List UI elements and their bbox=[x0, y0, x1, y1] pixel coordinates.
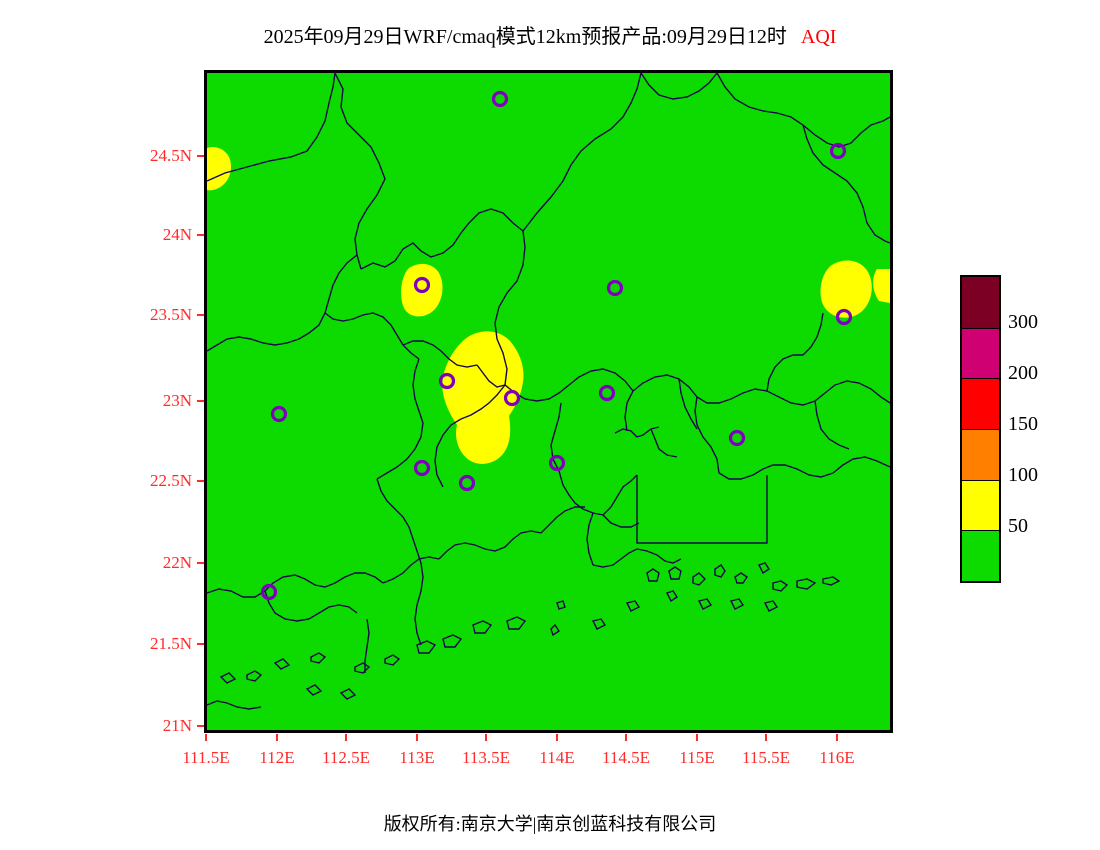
title-main: 2025年09月29日WRF/cmaq模式12km预报产品:09月29日12时 bbox=[263, 26, 787, 48]
copyright-footer: 版权所有:南京大学|南京创蓝科技有限公司 bbox=[383, 814, 717, 834]
x-tick-label: 115.5E bbox=[741, 748, 790, 767]
y-tick-mark bbox=[197, 562, 204, 564]
station-marker[interactable] bbox=[413, 459, 431, 477]
forecast-map-panel[interactable] bbox=[204, 70, 893, 733]
x-tick-label: 111.5E bbox=[182, 748, 230, 767]
map-canvas[interactable] bbox=[207, 73, 890, 730]
colorbar-label: 100 bbox=[1008, 464, 1038, 486]
x-tick-label: 113.5E bbox=[461, 748, 510, 767]
colorbar-band-hazardous bbox=[962, 277, 999, 328]
x-tick-label: 112.5E bbox=[321, 748, 370, 767]
x-tick-mark bbox=[836, 734, 838, 741]
y-tick-label: 21.5N bbox=[149, 634, 192, 653]
page-title: 2025年09月29日WRF/cmaq模式12km预报产品:09月29日12时 A… bbox=[0, 20, 1100, 49]
station-marker[interactable] bbox=[438, 372, 456, 390]
blob-west-edge bbox=[207, 147, 231, 191]
y-tick-mark bbox=[197, 480, 204, 482]
blob-northeast bbox=[820, 260, 872, 318]
x-tick-mark bbox=[696, 734, 698, 741]
station-marker[interactable] bbox=[598, 384, 616, 402]
y-tick-mark bbox=[197, 314, 204, 316]
colorbar-band-good bbox=[962, 530, 999, 581]
y-tick-label: 21N bbox=[162, 716, 192, 735]
x-tick-mark bbox=[205, 734, 207, 741]
aqi-field-moderate bbox=[207, 147, 890, 464]
x-tick-label: 112E bbox=[259, 748, 295, 767]
x-tick-mark bbox=[485, 734, 487, 741]
x-tick-label: 116E bbox=[819, 748, 855, 767]
y-tick-label: 23.5N bbox=[149, 305, 192, 324]
aqi-field-good bbox=[207, 73, 890, 730]
station-marker[interactable] bbox=[728, 429, 746, 447]
y-tick-label: 24.5N bbox=[149, 146, 192, 165]
station-marker[interactable] bbox=[260, 583, 278, 601]
x-tick-mark bbox=[345, 734, 347, 741]
x-tick-mark bbox=[556, 734, 558, 741]
x-tick-label: 113E bbox=[399, 748, 435, 767]
y-tick-mark bbox=[197, 643, 204, 645]
station-marker[interactable] bbox=[491, 90, 509, 108]
colorbar-label: 200 bbox=[1008, 362, 1038, 384]
y-tick-label: 23N bbox=[162, 391, 192, 410]
y-tick-label: 22N bbox=[162, 553, 192, 572]
title-variable: AQI bbox=[800, 26, 837, 48]
y-tick-label: 24N bbox=[162, 225, 192, 244]
y-tick-mark bbox=[197, 234, 204, 236]
station-marker[interactable] bbox=[606, 279, 624, 297]
y-tick-mark bbox=[197, 155, 204, 157]
blob-guangzhou-plume bbox=[442, 331, 524, 464]
x-tick-label: 114.5E bbox=[601, 748, 650, 767]
station-marker[interactable] bbox=[548, 454, 566, 472]
x-tick-mark bbox=[276, 734, 278, 741]
y-tick-label: 22.5N bbox=[149, 471, 192, 490]
y-tick-mark bbox=[197, 725, 204, 727]
y-tick-mark bbox=[197, 400, 204, 402]
colorbar-label: 150 bbox=[1008, 413, 1038, 435]
x-tick-mark bbox=[765, 734, 767, 741]
station-markers[interactable] bbox=[260, 90, 853, 601]
aqi-colorbar[interactable] bbox=[960, 275, 1001, 583]
x-tick-label: 114E bbox=[539, 748, 575, 767]
station-marker[interactable] bbox=[270, 405, 288, 423]
station-marker[interactable] bbox=[829, 142, 847, 160]
x-tick-mark bbox=[625, 734, 627, 741]
station-marker[interactable] bbox=[413, 276, 431, 294]
colorbar-band-very-unhealthy bbox=[962, 327, 999, 379]
colorbar-label: 300 bbox=[1008, 311, 1038, 333]
colorbar-band-unhealthy bbox=[962, 378, 999, 429]
colorbar-band-unhealthy-sensitive bbox=[962, 428, 999, 480]
colorbar-label: 50 bbox=[1008, 515, 1028, 537]
administrative-boundaries bbox=[207, 73, 890, 710]
station-marker[interactable] bbox=[835, 308, 853, 326]
blob-east-edge bbox=[873, 269, 890, 303]
station-marker-highlighted[interactable] bbox=[503, 389, 521, 407]
station-marker[interactable] bbox=[458, 474, 476, 492]
colorbar-band-moderate bbox=[962, 479, 999, 531]
x-tick-mark bbox=[416, 734, 418, 741]
x-tick-label: 115E bbox=[679, 748, 715, 767]
